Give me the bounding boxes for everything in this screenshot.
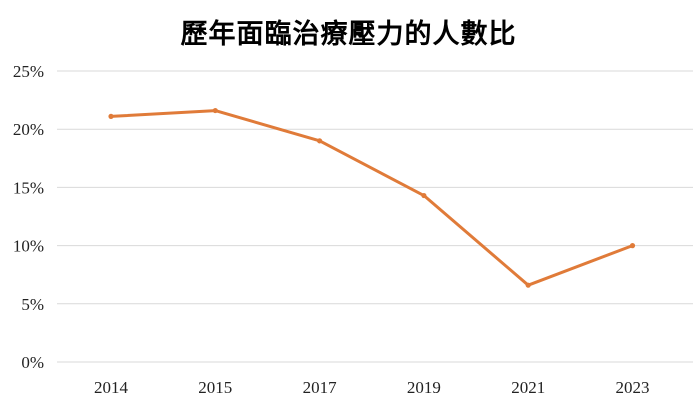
data-point: [317, 138, 323, 144]
y-tick-label: 5%: [21, 295, 44, 314]
x-tick-label: 2017: [303, 378, 338, 397]
data-point: [421, 192, 427, 199]
series-line: [109, 109, 634, 287]
y-tick-label: 20%: [13, 120, 44, 139]
data-point: [525, 282, 531, 288]
data-point: [212, 107, 218, 114]
x-tick-label: 2019: [407, 378, 441, 397]
x-tick-label: 2014: [94, 378, 129, 397]
y-tick-label: 15%: [13, 178, 44, 197]
x-tick-label: 2023: [616, 378, 650, 397]
chart-title: 歷年面臨治療壓力的人數比: [180, 19, 517, 50]
y-tick-label: 10%: [13, 237, 44, 256]
y-tick-label: 0%: [21, 353, 44, 372]
y-tick-label: 25%: [13, 62, 44, 81]
x-tick-label: 2015: [198, 378, 232, 397]
data-point: [629, 243, 636, 249]
data-point: [108, 113, 114, 119]
x-tick-label: 2021: [511, 378, 545, 397]
